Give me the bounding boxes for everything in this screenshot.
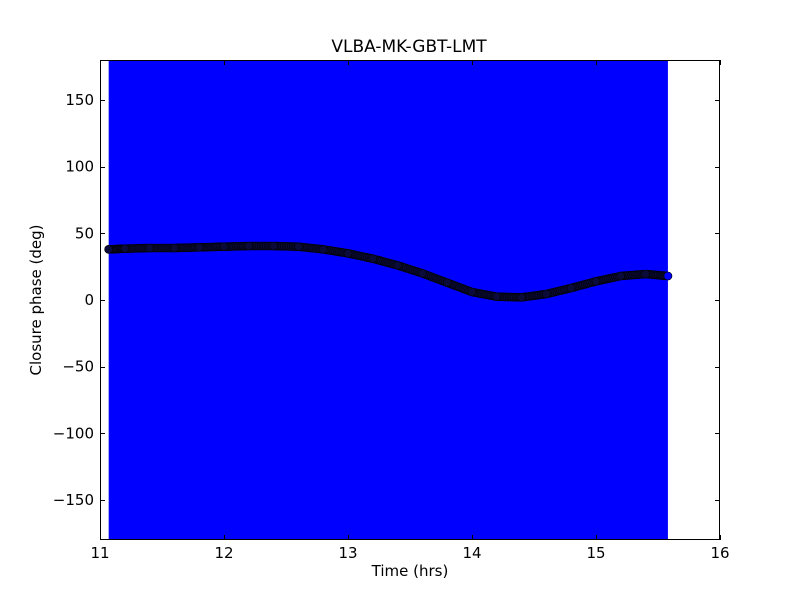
x-tick-label: 16 [710, 544, 729, 562]
data-point [492, 292, 502, 301]
data-point [269, 241, 278, 251]
data-point-last [663, 271, 673, 281]
error-band [108, 60, 668, 540]
y-tick-label: −50 [62, 358, 94, 376]
data-point [368, 254, 378, 263]
x-tick-label: 15 [586, 544, 605, 562]
y-tick-label: 100 [65, 158, 94, 176]
data-point [294, 242, 303, 251]
data-point [641, 269, 650, 279]
series-0 [104, 241, 673, 302]
data-point [145, 243, 154, 253]
data-point [467, 287, 477, 297]
axis-ticks: 11 12 13 14 15 16 150 100 50 0 −50 −100 −150 [53, 60, 730, 562]
data-point [219, 242, 229, 251]
data-point [616, 271, 626, 281]
plot-area [104, 60, 673, 540]
data-point [442, 278, 452, 287]
data-point [120, 244, 130, 253]
x-tick-label: 14 [462, 544, 481, 562]
chart-title: VLBA-MK-GBT-LMT [331, 37, 487, 57]
data-point [318, 245, 328, 254]
y-tick-label: 150 [65, 91, 94, 109]
data-point [170, 243, 179, 253]
y-tick-label: 50 [75, 224, 94, 242]
y-tick-label: −100 [53, 424, 94, 442]
x-tick-label: 13 [338, 544, 357, 562]
data-point [418, 269, 427, 278]
data-point [566, 283, 576, 293]
data-point [517, 293, 526, 302]
y-tick-label: −150 [53, 491, 94, 509]
data-point [542, 289, 551, 299]
data-point [591, 277, 601, 286]
data-point [343, 249, 353, 258]
data-point [244, 241, 254, 251]
x-axis-label: Time (hrs) [371, 562, 449, 580]
y-axis-label: Closure phase (deg) [27, 225, 45, 376]
data-point [393, 261, 402, 270]
y-tick-label: 0 [84, 291, 94, 309]
data-point [104, 245, 113, 254]
x-tick-label: 11 [90, 544, 109, 562]
data-point [194, 243, 204, 252]
x-tick-label: 12 [214, 544, 233, 562]
